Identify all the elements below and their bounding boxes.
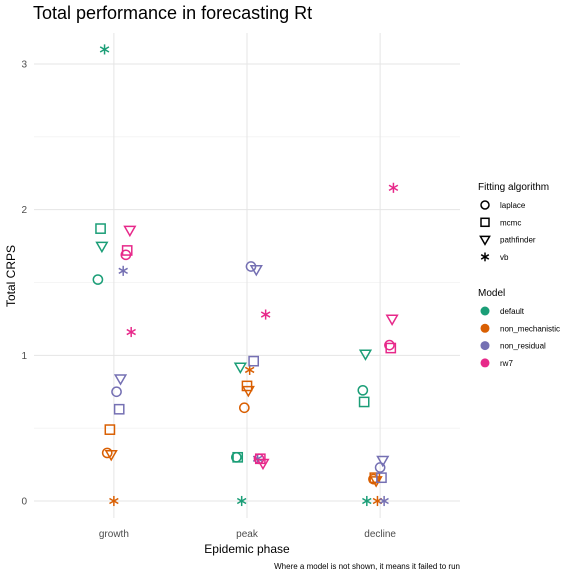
data-point	[369, 472, 381, 484]
data-point	[233, 362, 247, 375]
legend: Fitting algorithm laplace mcmc pathfinder vb…	[478, 182, 560, 368]
data-point	[118, 265, 128, 276]
y-tick-label: 0	[21, 497, 27, 508]
legend-label-pathfinder: pathfinder	[500, 236, 536, 245]
legend-label-laplace: laplace	[500, 201, 526, 210]
data-point	[385, 342, 397, 354]
legend-key-default	[480, 306, 490, 316]
data-point	[99, 44, 110, 55]
legend-label-vb: vb	[500, 253, 509, 262]
data-point	[244, 364, 255, 375]
data-point	[126, 326, 136, 338]
legend-title-model: Model	[478, 288, 505, 299]
y-tick-label: 3	[21, 60, 27, 71]
data-point	[123, 225, 137, 238]
legend-key-mcmc	[480, 217, 490, 228]
data-point	[238, 402, 250, 414]
data-point	[388, 182, 399, 193]
plot-area	[34, 33, 460, 518]
data-point	[245, 261, 257, 272]
legend-label-non_mechanistic: non_mechanistic	[500, 324, 560, 333]
data-point	[362, 495, 372, 507]
data-point	[121, 245, 133, 256]
legend-key-laplace	[480, 200, 490, 210]
data-point	[248, 355, 260, 367]
data-point	[104, 449, 118, 462]
legend-key-vb	[480, 252, 490, 262]
data-point	[95, 223, 106, 234]
data-point	[232, 451, 244, 463]
data-point	[358, 396, 370, 408]
data-point	[236, 495, 247, 507]
chart-title: Total performance in forecasting Rt	[33, 3, 312, 23]
legend-title-algorithm: Fitting algorithm	[478, 182, 549, 193]
y-tick-label: 1	[21, 351, 27, 362]
data-point	[379, 495, 389, 507]
x-axis-title: Epidemic phase	[204, 542, 290, 556]
chart-caption: Where a model is not shown, it means it …	[274, 562, 460, 571]
data-point	[92, 274, 104, 285]
data-point	[368, 473, 379, 485]
data-point	[357, 384, 369, 396]
legend-key-non_mechanistic	[480, 323, 490, 333]
legend-key-rw7	[480, 358, 490, 368]
data-point	[249, 264, 263, 277]
axes: 0 1 2 3 growth peak decline	[21, 60, 396, 541]
data-point	[95, 241, 109, 254]
data-point	[109, 495, 119, 507]
y-axis-title: Total CRPS	[4, 245, 18, 307]
legend-key-non_residual	[480, 341, 490, 351]
data-point	[358, 349, 373, 361]
x-tick-label: peak	[236, 529, 259, 540]
data-point	[113, 403, 125, 415]
data-point	[385, 314, 399, 326]
x-tick-label: decline	[364, 529, 396, 540]
data-point	[111, 386, 122, 398]
data-point	[384, 339, 395, 351]
legend-key-pathfinder	[479, 235, 491, 246]
y-tick-label: 2	[21, 205, 27, 216]
data-point	[104, 424, 116, 435]
legend-label-non_residual: non_residual	[500, 342, 546, 351]
legend-label-mcmc: mcmc	[500, 218, 521, 227]
data-point	[256, 458, 270, 471]
legend-label-default: default	[500, 307, 525, 316]
x-tick-label: growth	[99, 529, 129, 540]
data-point	[241, 385, 255, 398]
data-point	[374, 462, 386, 473]
data-point	[101, 447, 113, 459]
legend-label-rw7: rw7	[500, 359, 513, 368]
data-point	[376, 455, 390, 468]
data-point	[260, 309, 271, 320]
data-point	[113, 374, 128, 386]
data-point	[376, 472, 387, 484]
